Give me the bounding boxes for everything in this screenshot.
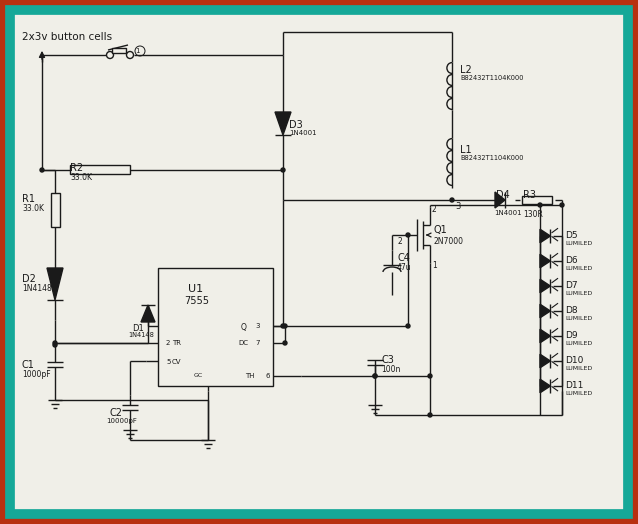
Polygon shape <box>540 304 551 318</box>
Polygon shape <box>540 229 551 243</box>
Text: 3: 3 <box>455 202 461 211</box>
Circle shape <box>428 413 432 417</box>
Text: C1: C1 <box>22 360 35 370</box>
Circle shape <box>53 341 57 345</box>
Circle shape <box>373 374 377 378</box>
Polygon shape <box>47 268 63 300</box>
Text: LUMILED: LUMILED <box>565 241 592 246</box>
Text: LUMILED: LUMILED <box>565 291 592 296</box>
Text: 3: 3 <box>255 323 260 329</box>
Polygon shape <box>141 305 155 322</box>
Polygon shape <box>540 329 551 343</box>
Circle shape <box>538 203 542 207</box>
Circle shape <box>281 168 285 172</box>
Text: R1: R1 <box>22 194 35 204</box>
Circle shape <box>560 203 564 207</box>
Circle shape <box>428 374 432 378</box>
Text: Q1: Q1 <box>434 225 448 235</box>
Text: 1N4148: 1N4148 <box>22 284 52 293</box>
Text: TH: TH <box>245 373 255 379</box>
Text: 33.0K: 33.0K <box>70 173 92 182</box>
Bar <box>522 196 552 204</box>
Polygon shape <box>495 192 505 208</box>
Text: C3: C3 <box>381 355 394 365</box>
Text: R2: R2 <box>70 163 83 173</box>
Text: 2: 2 <box>432 205 437 214</box>
Text: 1: 1 <box>135 48 139 54</box>
Bar <box>112 48 126 53</box>
Polygon shape <box>540 254 551 268</box>
Text: R3: R3 <box>523 190 536 200</box>
Bar <box>70 165 130 174</box>
Text: B82432T1104K000: B82432T1104K000 <box>460 155 524 161</box>
Text: C2: C2 <box>110 408 123 418</box>
Text: 100n: 100n <box>381 365 401 374</box>
Text: U1: U1 <box>188 284 203 294</box>
Text: B82432T1104K000: B82432T1104K000 <box>460 75 524 81</box>
Text: LUMILED: LUMILED <box>565 341 592 346</box>
Text: D2: D2 <box>22 274 36 284</box>
Text: 5: 5 <box>166 359 170 365</box>
Text: 7555: 7555 <box>184 296 209 306</box>
Text: 6: 6 <box>265 373 269 379</box>
Text: GC: GC <box>194 373 204 378</box>
Text: 1: 1 <box>432 261 437 270</box>
Text: L2: L2 <box>460 65 471 75</box>
Text: 2N7000: 2N7000 <box>434 237 464 246</box>
Text: 130R: 130R <box>523 210 543 219</box>
Text: L1: L1 <box>460 145 471 155</box>
Text: D8: D8 <box>565 306 577 315</box>
Polygon shape <box>540 354 551 368</box>
Text: 10000pF: 10000pF <box>106 418 137 424</box>
Text: 1000pF: 1000pF <box>22 370 50 379</box>
Polygon shape <box>540 279 551 293</box>
Text: Q: Q <box>241 323 247 332</box>
Text: D10: D10 <box>565 356 583 365</box>
Text: D6: D6 <box>565 256 577 265</box>
Text: 1N4148: 1N4148 <box>128 332 154 338</box>
Text: DC: DC <box>238 340 248 346</box>
Text: LUMILED: LUMILED <box>565 366 592 371</box>
Text: LUMILED: LUMILED <box>565 266 592 271</box>
Text: 33.0K: 33.0K <box>22 204 44 213</box>
Text: D5: D5 <box>565 231 577 240</box>
Text: 2: 2 <box>398 237 403 246</box>
Text: D4: D4 <box>496 190 510 200</box>
Text: D11: D11 <box>565 381 583 390</box>
Circle shape <box>281 324 285 328</box>
Circle shape <box>373 374 377 378</box>
Circle shape <box>53 343 57 347</box>
Text: 2: 2 <box>166 340 170 346</box>
Text: 7: 7 <box>255 340 260 346</box>
Text: CV: CV <box>172 359 181 365</box>
Text: D3: D3 <box>289 120 303 130</box>
Polygon shape <box>275 112 291 135</box>
Circle shape <box>283 324 287 328</box>
Polygon shape <box>540 379 551 393</box>
Text: D7: D7 <box>565 281 577 290</box>
Text: TR: TR <box>172 340 181 346</box>
Text: 2x3v button cells: 2x3v button cells <box>22 32 112 42</box>
Circle shape <box>40 168 44 172</box>
Text: LUMILED: LUMILED <box>565 316 592 321</box>
Bar <box>158 268 273 386</box>
Circle shape <box>406 233 410 237</box>
Text: D1: D1 <box>132 324 144 333</box>
Text: 1N4001: 1N4001 <box>494 210 522 216</box>
Circle shape <box>406 324 410 328</box>
Text: 1N4001: 1N4001 <box>289 130 316 136</box>
Bar <box>51 193 60 227</box>
Circle shape <box>283 341 287 345</box>
Text: 47u: 47u <box>397 263 412 272</box>
Circle shape <box>450 198 454 202</box>
Text: C4: C4 <box>397 253 410 263</box>
Text: D9: D9 <box>565 331 577 340</box>
Text: LUMILED: LUMILED <box>565 391 592 396</box>
